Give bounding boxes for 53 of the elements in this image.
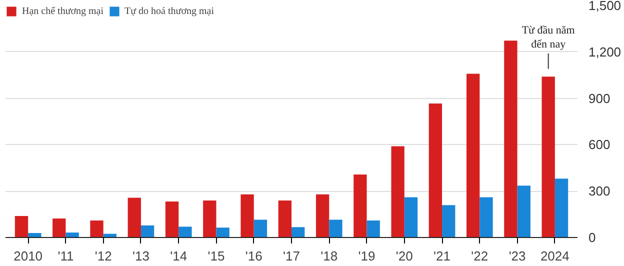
- legend-label: Hạn chế thương mại: [22, 6, 104, 16]
- bar: [316, 194, 330, 238]
- bar: [66, 232, 79, 238]
- bar: [203, 200, 216, 238]
- bar: [28, 233, 42, 238]
- bar: [278, 200, 292, 238]
- x-tick-label: '23: [508, 248, 526, 264]
- bar: [428, 104, 442, 238]
- x-tick-label: '21: [434, 248, 451, 264]
- bar: [165, 201, 179, 238]
- x-tick-label: 2010: [14, 248, 43, 264]
- y-tick-label: 1,500: [588, 0, 622, 13]
- bar: [329, 220, 342, 238]
- x-tick-label: '12: [94, 248, 112, 264]
- bar: [404, 197, 418, 238]
- y-tick-label: 900: [588, 90, 610, 106]
- bar: [354, 174, 367, 238]
- bar: [504, 40, 518, 238]
- x-tick-label: '13: [132, 248, 150, 264]
- bar: [240, 194, 254, 238]
- x-tick-label: '19: [358, 248, 376, 264]
- y-tick-label: 0: [588, 230, 596, 245]
- bar: [292, 227, 305, 238]
- y-tick-label: 600: [588, 137, 610, 152]
- bar: [90, 220, 104, 238]
- x-tick-label: '16: [245, 248, 262, 264]
- bar: [14, 216, 28, 238]
- annotation: Từ đầu năm đến nay: [522, 24, 576, 50]
- bar: [480, 197, 493, 238]
- bar: [52, 218, 66, 238]
- x-tick-label: '15: [208, 248, 225, 264]
- bar: [517, 186, 530, 238]
- bar: [542, 76, 555, 238]
- x-tick-label: 2024: [540, 248, 570, 264]
- y-tick-label: 1,200: [588, 44, 622, 60]
- bar: [128, 198, 141, 238]
- bar: [366, 220, 380, 238]
- x-tick-label: '11: [58, 248, 74, 264]
- bar: [140, 225, 154, 238]
- bar: [216, 228, 230, 238]
- bar: [178, 226, 192, 238]
- bar: [466, 74, 480, 238]
- x-tick-label: '14: [170, 248, 188, 264]
- bar: [391, 146, 404, 238]
- legend-label: Tự do hoá thương mại: [124, 6, 214, 16]
- bar: [442, 205, 456, 238]
- bar: [554, 178, 568, 238]
- x-tick-label: '22: [471, 248, 488, 264]
- x-tick-label: '18: [320, 248, 338, 264]
- x-tick-label: '17: [283, 248, 300, 264]
- bar: [254, 220, 268, 238]
- y-tick-label: 300: [588, 184, 610, 199]
- x-tick-label: '20: [396, 248, 413, 264]
